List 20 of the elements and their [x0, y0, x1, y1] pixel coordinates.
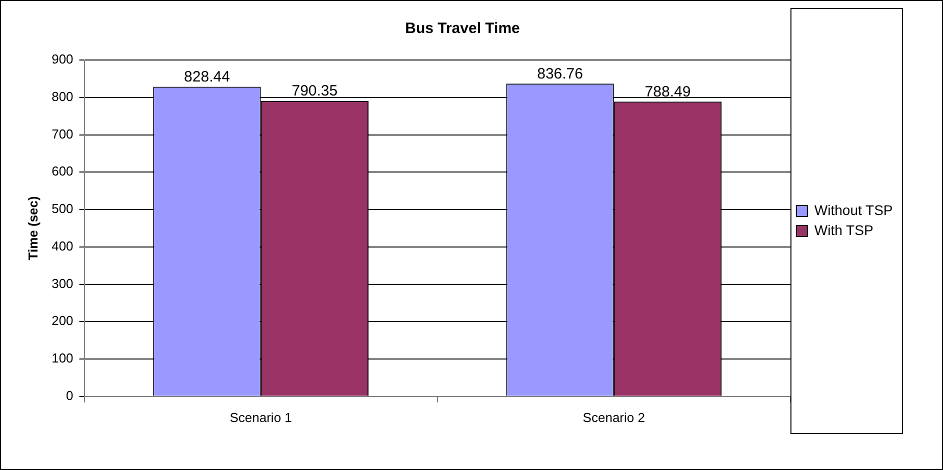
y-tick-label: 700: [52, 126, 74, 142]
data-label: 788.49: [644, 83, 691, 100]
data-label: 828.44: [184, 68, 230, 86]
y-tick-label: 200: [52, 313, 74, 328]
data-label: 836.76: [537, 65, 583, 82]
data-label: 790.35: [292, 82, 338, 100]
y-tick-label: 300: [52, 276, 74, 291]
chart-title: Bus Travel Time: [405, 20, 520, 38]
y-tick-label: 100: [52, 350, 74, 366]
x-tick-label: Scenario 2: [582, 410, 645, 425]
y-tick-label: 800: [52, 88, 74, 104]
y-tick-label: 400: [52, 238, 74, 254]
legend-label: With TSP: [814, 222, 874, 238]
y-axis-title: Time (sec): [25, 196, 40, 260]
y-tick-label: 0: [66, 388, 74, 403]
y-tick-label: 900: [52, 52, 74, 67]
y-tick-label: 600: [52, 164, 74, 179]
legend-label: Without TSP: [814, 202, 893, 218]
x-tick-label: Scenario 1: [230, 410, 292, 425]
y-tick-label: 500: [52, 201, 74, 216]
